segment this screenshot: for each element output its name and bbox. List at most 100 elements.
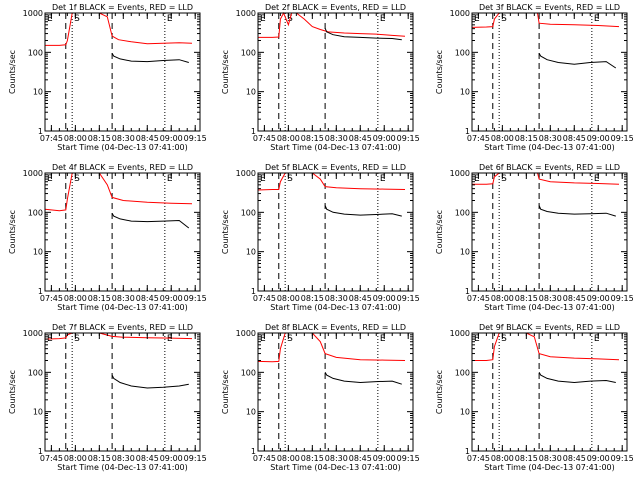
y-tick-label: 1000	[236, 329, 256, 338]
marker-label: E	[474, 14, 480, 24]
x-tick-label: 07:45	[467, 454, 490, 463]
x-tick-label: 08:00	[64, 134, 87, 143]
marker-label: E	[380, 334, 386, 344]
marker-label: E	[47, 14, 53, 24]
x-tick-label: 08:00	[64, 294, 87, 303]
x-tick-label: 08:15	[88, 134, 111, 143]
y-tick-label: 1	[465, 127, 470, 136]
x-tick-label: 08:00	[491, 134, 514, 143]
marker-label: E	[47, 174, 53, 184]
panel-4: Det 4f BLACK = Events, RED = LLD E S E 1 10 10…	[8, 163, 207, 312]
y-tick-label: 100	[28, 368, 43, 377]
y-axis-label: Counts/sec	[435, 210, 444, 254]
panel-title: Det 4f BLACK = Events, RED = LLD	[52, 163, 193, 172]
y-tick-label: 10	[460, 88, 470, 97]
x-tick-label: 09:00	[587, 454, 610, 463]
plot-frame	[471, 12, 628, 132]
x-tick-label: 09:15	[611, 454, 634, 463]
x-tick-label: 08:15	[88, 454, 111, 463]
x-axis-label: Start Time (04-Dec-13 07:41:00)	[57, 143, 188, 152]
marker-label: S	[287, 334, 293, 344]
x-tick-label: 08:30	[112, 454, 135, 463]
y-axis-label: Counts/sec	[8, 210, 17, 254]
x-tick-label: 08:30	[539, 454, 562, 463]
y-tick-label: 1	[465, 447, 470, 456]
y-tick-label: 1	[465, 287, 470, 296]
marker-label: S	[287, 174, 293, 184]
plot-frame	[44, 332, 201, 452]
x-tick-label: 09:15	[397, 294, 420, 303]
series-line-events	[324, 372, 402, 385]
x-tick-label: 08:45	[136, 134, 159, 143]
series-line-lld	[258, 11, 406, 38]
marker-label: S	[74, 174, 80, 184]
x-tick-label: 08:15	[515, 294, 538, 303]
y-tick-label: 100	[455, 48, 470, 57]
marker-label: E	[260, 14, 266, 24]
marker-label: S	[501, 14, 507, 24]
series-line-events	[538, 205, 616, 217]
marker-label: S	[74, 14, 80, 24]
y-tick-label: 1000	[450, 329, 470, 338]
plot-frame	[257, 172, 414, 292]
y-axis-label: Counts/sec	[435, 50, 444, 94]
x-tick-label: 08:30	[325, 454, 348, 463]
x-axis-label: Start Time (04-Dec-13 07:41:00)	[57, 463, 188, 472]
x-axis-label: Start Time (04-Dec-13 07:41:00)	[484, 143, 615, 152]
x-axis-label: Start Time (04-Dec-13 07:41:00)	[57, 303, 188, 312]
y-tick-label: 100	[241, 368, 256, 377]
y-tick-label: 10	[33, 248, 43, 257]
marker-label: E	[474, 334, 480, 344]
panel-title: Det 2f BLACK = Events, RED = LLD	[265, 3, 406, 12]
marker-label: E	[594, 334, 600, 344]
panel-9: Det 9f BLACK = Events, RED = LLD E S E 1 10 10…	[435, 323, 634, 472]
x-tick-label: 09:00	[160, 294, 183, 303]
y-axis-label: Counts/sec	[221, 50, 230, 94]
x-tick-label: 09:00	[160, 134, 183, 143]
y-tick-label: 100	[241, 48, 256, 57]
x-axis-label: Start Time (04-Dec-13 07:41:00)	[270, 303, 401, 312]
marker-label: E	[260, 174, 266, 184]
x-axis-label: Start Time (04-Dec-13 07:41:00)	[270, 143, 401, 152]
y-axis-label: Counts/sec	[8, 50, 17, 94]
y-tick-label: 1000	[23, 329, 43, 338]
series-line-events	[111, 212, 190, 229]
y-axis-label: Counts/sec	[435, 370, 444, 414]
y-tick-label: 10	[460, 408, 470, 417]
y-tick-label: 1	[38, 127, 43, 136]
panel-3: Det 3f BLACK = Events, RED = LLD E S E 1 10 10…	[435, 3, 634, 152]
marker-label: E	[167, 174, 173, 184]
y-tick-label: 10	[246, 408, 256, 417]
panel-title: Det 5f BLACK = Events, RED = LLD	[265, 163, 406, 172]
x-tick-label: 08:30	[539, 134, 562, 143]
x-tick-label: 08:30	[325, 134, 348, 143]
x-tick-label: 09:00	[373, 294, 396, 303]
x-axis-label: Start Time (04-Dec-13 07:41:00)	[270, 463, 401, 472]
y-tick-label: 10	[460, 248, 470, 257]
marker-label: E	[380, 14, 386, 24]
x-tick-label: 07:45	[253, 134, 276, 143]
x-tick-label: 08:45	[349, 454, 372, 463]
marker-label: E	[594, 174, 600, 184]
y-tick-label: 1	[38, 287, 43, 296]
x-tick-label: 09:15	[184, 294, 207, 303]
series-line-events	[324, 205, 402, 217]
x-tick-label: 09:00	[373, 134, 396, 143]
x-tick-label: 09:15	[611, 294, 634, 303]
panel-title: Det 3f BLACK = Events, RED = LLD	[479, 3, 620, 12]
marker-label: S	[74, 334, 80, 344]
marker-label: E	[167, 334, 173, 344]
y-tick-label: 10	[33, 88, 43, 97]
y-tick-label: 1	[38, 447, 43, 456]
x-tick-label: 08:45	[563, 454, 586, 463]
x-tick-label: 08:30	[112, 294, 135, 303]
panel-title: Det 7f BLACK = Events, RED = LLD	[52, 323, 193, 332]
x-tick-label: 08:00	[491, 294, 514, 303]
x-tick-label: 07:45	[40, 134, 63, 143]
plot-frame	[257, 12, 414, 132]
marker-label: E	[260, 334, 266, 344]
plot-frame	[44, 12, 201, 132]
marker-label: S	[501, 174, 507, 184]
